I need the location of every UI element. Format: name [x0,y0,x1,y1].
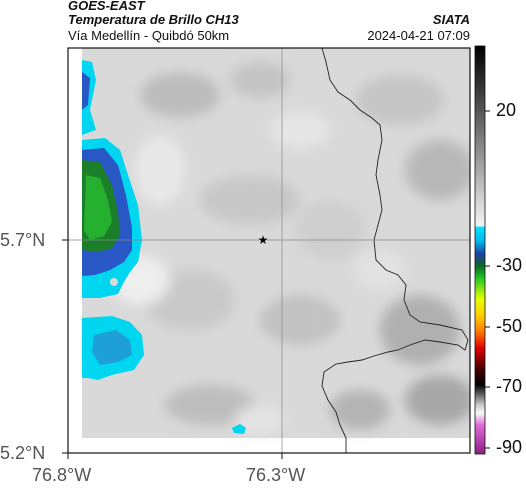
colorbar-label-20: 20 [496,100,517,120]
colorbar-label-minus50: -50 [496,316,523,336]
timestamp: 2024-04-21 07:09 [367,28,470,43]
satellite-name: GOES-EAST [68,0,145,13]
lon-label-76-8: 76.8°W [32,465,92,485]
map-frame [67,47,471,454]
lat-label-5-7: 5.7°N [0,230,46,250]
colorbar-label-minus30: -30 [496,255,523,275]
map-header: GOES-EAST Temperatura de Brillo CH13 Vía… [68,0,470,46]
source-label: SIATA [432,12,470,27]
colorbar-ticks [485,110,490,449]
colorbar-label-minus70: -70 [496,376,523,396]
lon-label-76-3: 76.3°W [246,465,306,485]
cold-cloud-tops [82,60,246,434]
cloud-texture [110,62,470,435]
product-title: Temperatura de Brillo CH13 [68,12,239,27]
border-line [321,48,469,453]
location-subtitle: Vía Medellín - Quibdó 50km [68,28,230,43]
colorbar-label-minus90: -90 [496,437,523,457]
location-star-icon: ★ [258,233,269,247]
map-content: ★ [68,48,470,453]
lat-label-5-2: 5.2°N [0,443,46,463]
colorbar [475,46,485,454]
